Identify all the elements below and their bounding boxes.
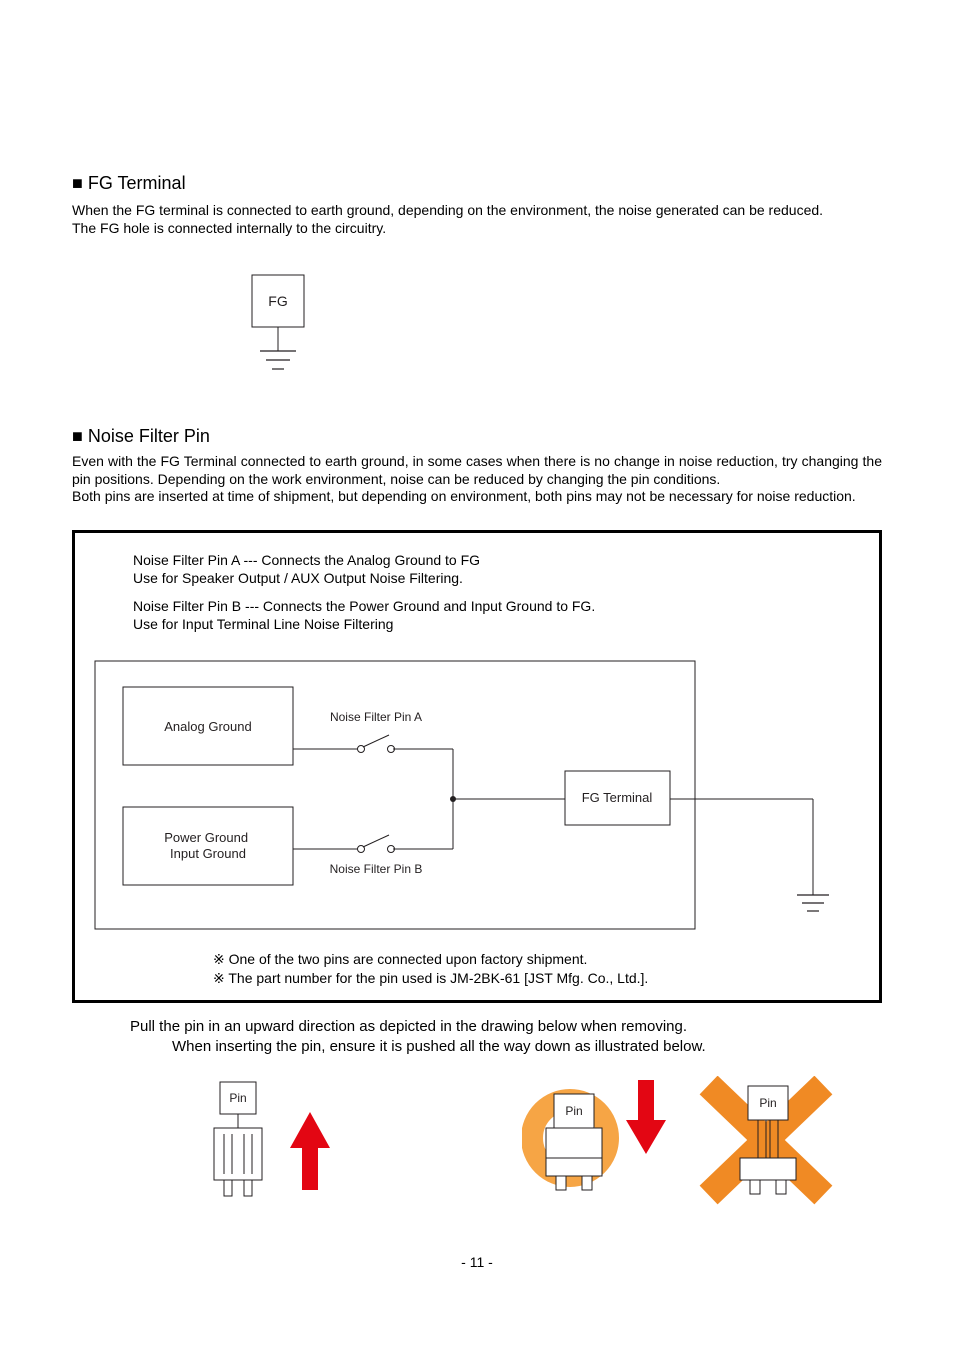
up-arrow-icon bbox=[290, 1112, 330, 1190]
svg-text:Power Ground Input G: Power Ground Input Ground bbox=[164, 830, 251, 861]
fg-label: FG bbox=[268, 293, 287, 309]
label-power-ground: Power Ground bbox=[164, 830, 248, 845]
pin-descriptions: Noise Filter Pin A --- Connects the Anal… bbox=[133, 551, 861, 634]
heading-noise-filter-pin: ■ Noise Filter Pin bbox=[72, 426, 882, 447]
label-fg-terminal: FG Terminal bbox=[582, 790, 653, 805]
instruction-1: Pull the pin in an upward direction as d… bbox=[130, 1017, 882, 1037]
pin-label-mid: Pin bbox=[565, 1104, 582, 1118]
instruction-2: When inserting the pin, ensure it is pus… bbox=[172, 1037, 882, 1057]
pin-label-right: Pin bbox=[759, 1096, 776, 1110]
noise-filter-diagram: Analog Ground Power Ground Input Ground … bbox=[93, 659, 861, 944]
pin-b-line1: Noise Filter Pin B --- Connects the Powe… bbox=[133, 597, 861, 615]
page-number: - 11 - bbox=[0, 1254, 954, 1270]
label-switch-a: Noise Filter Pin A bbox=[330, 710, 422, 724]
label-analog-ground: Analog Ground bbox=[164, 719, 251, 734]
pin-a-line2: Use for Speaker Output / AUX Output Nois… bbox=[133, 569, 861, 587]
para-fg-1: When the FG terminal is connected to ear… bbox=[72, 202, 882, 220]
pin-b-line2: Use for Input Terminal Line Noise Filter… bbox=[133, 615, 861, 633]
down-arrow-icon bbox=[626, 1080, 666, 1154]
footnote-1: ※ One of the two pins are connected upon… bbox=[213, 950, 861, 969]
heading-fg-terminal: ■ FG Terminal bbox=[72, 173, 882, 194]
fg-terminal-figure: FG bbox=[222, 273, 882, 398]
label-input-ground: Input Ground bbox=[170, 846, 246, 861]
pin-label-left: Pin bbox=[229, 1091, 246, 1105]
footnote-2: ※ The part number for the pin used is JM… bbox=[213, 969, 861, 988]
para-nf-2: Both pins are inserted at time of shipme… bbox=[72, 488, 882, 506]
noise-filter-box: Noise Filter Pin A --- Connects the Anal… bbox=[72, 530, 882, 1004]
pin-a-line1: Noise Filter Pin A --- Connects the Anal… bbox=[133, 551, 861, 569]
pin-figures: Pin Pin bbox=[202, 1076, 882, 1206]
para-fg-2: The FG hole is connected internally to t… bbox=[72, 220, 882, 238]
label-switch-b: Noise Filter Pin B bbox=[330, 862, 423, 876]
para-nf-1: Even with the FG Terminal connected to e… bbox=[72, 453, 882, 488]
